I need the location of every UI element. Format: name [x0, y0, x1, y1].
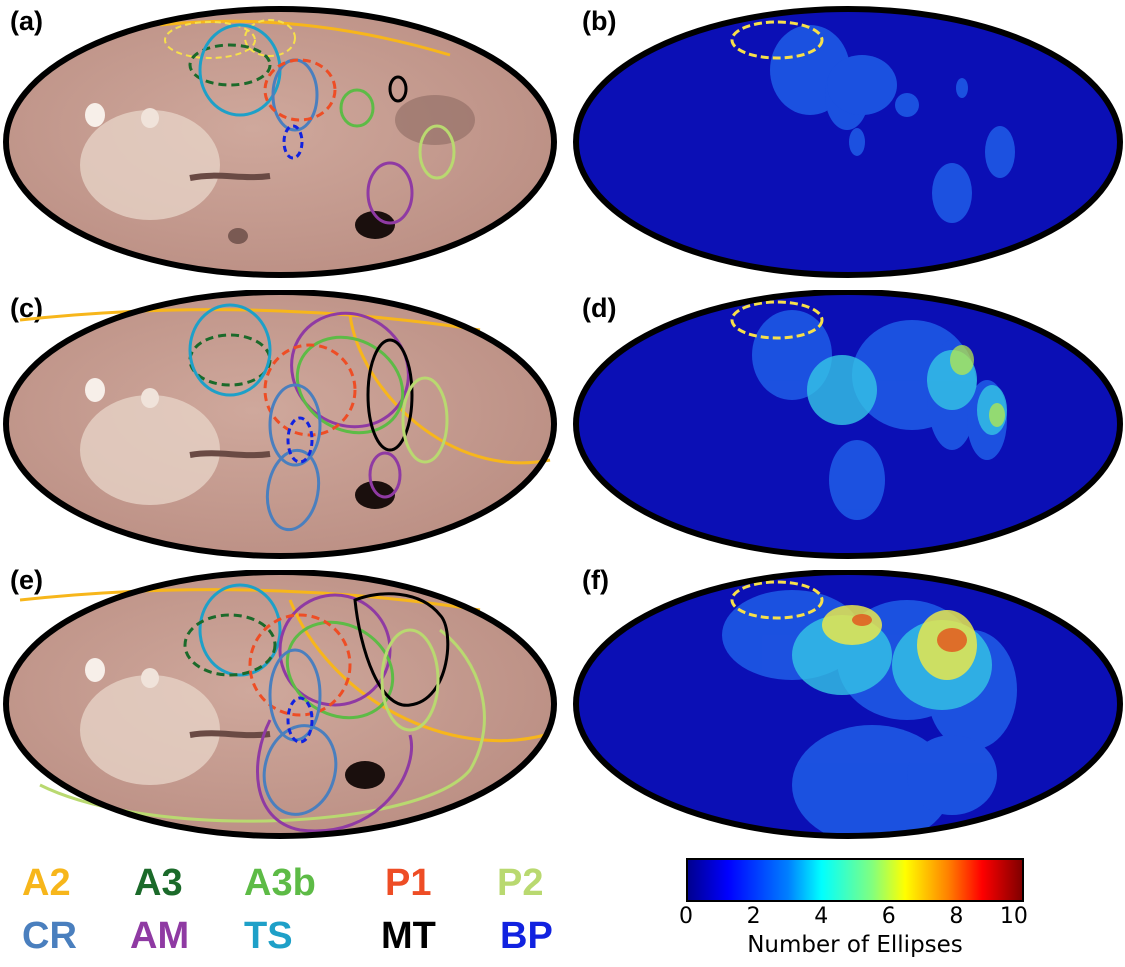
colorbar: 0 2 4 6 8 10 Number of Ellipses: [679, 858, 1028, 958]
colorbar-gradient: [686, 858, 1024, 902]
map-panel-b: [573, 6, 1123, 278]
colorbar-tick-8: 8: [949, 904, 964, 929]
legend-am: AM: [130, 915, 190, 957]
colorbar-title: Number of Ellipses: [747, 932, 963, 958]
legend-p2: P2: [497, 862, 544, 904]
legend-a3: A3: [134, 862, 183, 904]
legend-p1: P1: [385, 862, 432, 904]
panel-label-d: (d): [582, 293, 617, 323]
map-panel-d: [573, 290, 1123, 559]
legend-a2: A2: [22, 862, 71, 904]
legend-mt: MT: [381, 915, 436, 957]
colorbar-tick-2: 2: [746, 904, 761, 929]
panel-label-e: (e): [10, 565, 43, 595]
legend-a3b: A3b: [244, 862, 316, 904]
map-panel-a: [3, 6, 557, 278]
colorbar-tick-0: 0: [679, 904, 693, 929]
panel-label-f: (f): [582, 565, 609, 595]
colorbar-tick-6: 6: [881, 904, 896, 929]
colorbar-tick-4: 4: [814, 904, 829, 929]
colorbar-tick-10: 10: [999, 904, 1028, 929]
map-panel-c: [3, 290, 557, 559]
map-panel-f: [573, 570, 1123, 839]
colorbar-ticks: 0 2 4 6 8 10: [679, 902, 1028, 932]
panel-label-b: (b): [582, 6, 617, 36]
legend-cr: CR: [22, 915, 77, 957]
legend-ts: TS: [244, 915, 293, 957]
map-panel-e: [3, 570, 557, 839]
panel-label-a: (a): [10, 6, 43, 36]
legend-bp: BP: [500, 915, 553, 957]
